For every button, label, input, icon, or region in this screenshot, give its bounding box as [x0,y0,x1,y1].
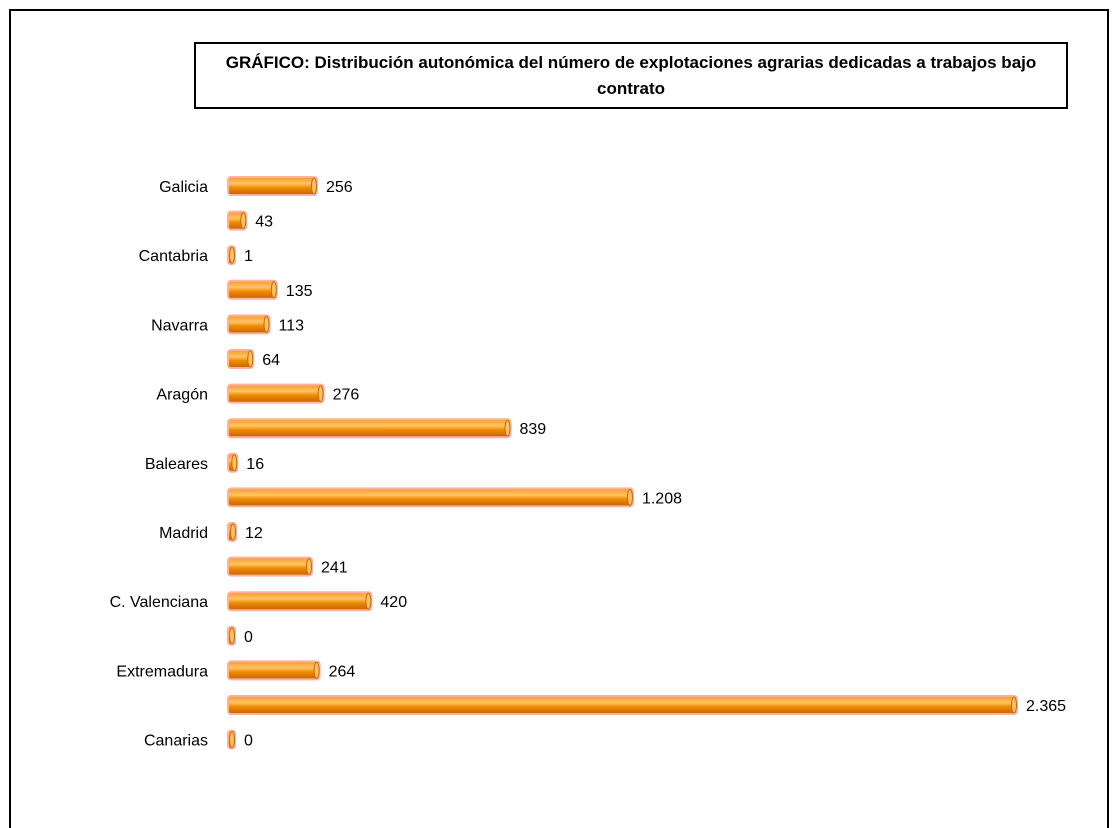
value-label: 135 [286,283,313,300]
bar-end-cap [229,523,236,541]
bar [229,316,267,333]
bar [229,558,309,575]
bar-end-cap [317,385,324,403]
value-label: 16 [246,456,264,473]
bar-end-cap [229,627,235,645]
bar [229,593,369,610]
chart-title-box: GRÁFICO: Distribución autonómica del núm… [194,42,1068,109]
value-label: 43 [255,214,273,231]
value-label: 1 [244,248,253,265]
bar-end-cap [247,350,254,368]
chart-frame [9,9,1109,828]
bar [229,212,244,229]
category-label: Galicia [159,179,208,196]
bar [229,697,1014,713]
bar-end-cap [310,177,317,195]
value-label: 12 [245,525,263,542]
category-label: Baleares [145,456,208,473]
bar-end-cap [229,731,235,749]
value-label: 1.208 [642,490,682,507]
value-label: 64 [262,352,280,369]
value-label: 264 [329,663,356,680]
bar [229,178,314,194]
value-label: 113 [279,317,305,334]
bar [229,420,508,437]
bar-end-cap [504,419,511,437]
value-label: 276 [333,387,360,404]
category-label: Madrid [159,525,208,542]
bars-layer: 256 Galicia 431 Cantabria 135 113 Navarra 64 276… [110,176,1066,750]
bar [229,351,251,367]
bar-end-cap [365,592,372,610]
value-label: 0 [244,733,253,750]
value-label: 256 [326,179,353,196]
category-label: Canarias [144,733,208,750]
category-label: C. Valenciana [110,594,209,611]
value-label: 0 [244,629,253,646]
bar [229,489,630,506]
category-label: Aragón [156,387,208,404]
bar-end-cap [626,488,633,506]
bar-end-cap [231,454,238,472]
bar-end-cap [313,661,320,679]
value-label: 241 [321,560,348,577]
bar-end-cap [1011,696,1017,714]
value-label: 2.365 [1026,698,1066,715]
category-label: Cantabria [139,248,208,265]
bar-end-cap [305,558,312,576]
value-label: 420 [380,594,407,611]
bar-end-cap [263,315,270,333]
bar-end-cap [270,281,277,299]
bar [229,281,274,298]
category-label: Extremadura [116,663,208,680]
bar [229,662,317,679]
bar-end-cap [229,246,235,264]
bar-end-cap [240,212,247,230]
chart-title: GRÁFICO: Distribución autonómica del núm… [225,52,1037,98]
category-label: Navarra [151,317,208,334]
bar [229,385,321,402]
value-label: 839 [519,421,546,438]
